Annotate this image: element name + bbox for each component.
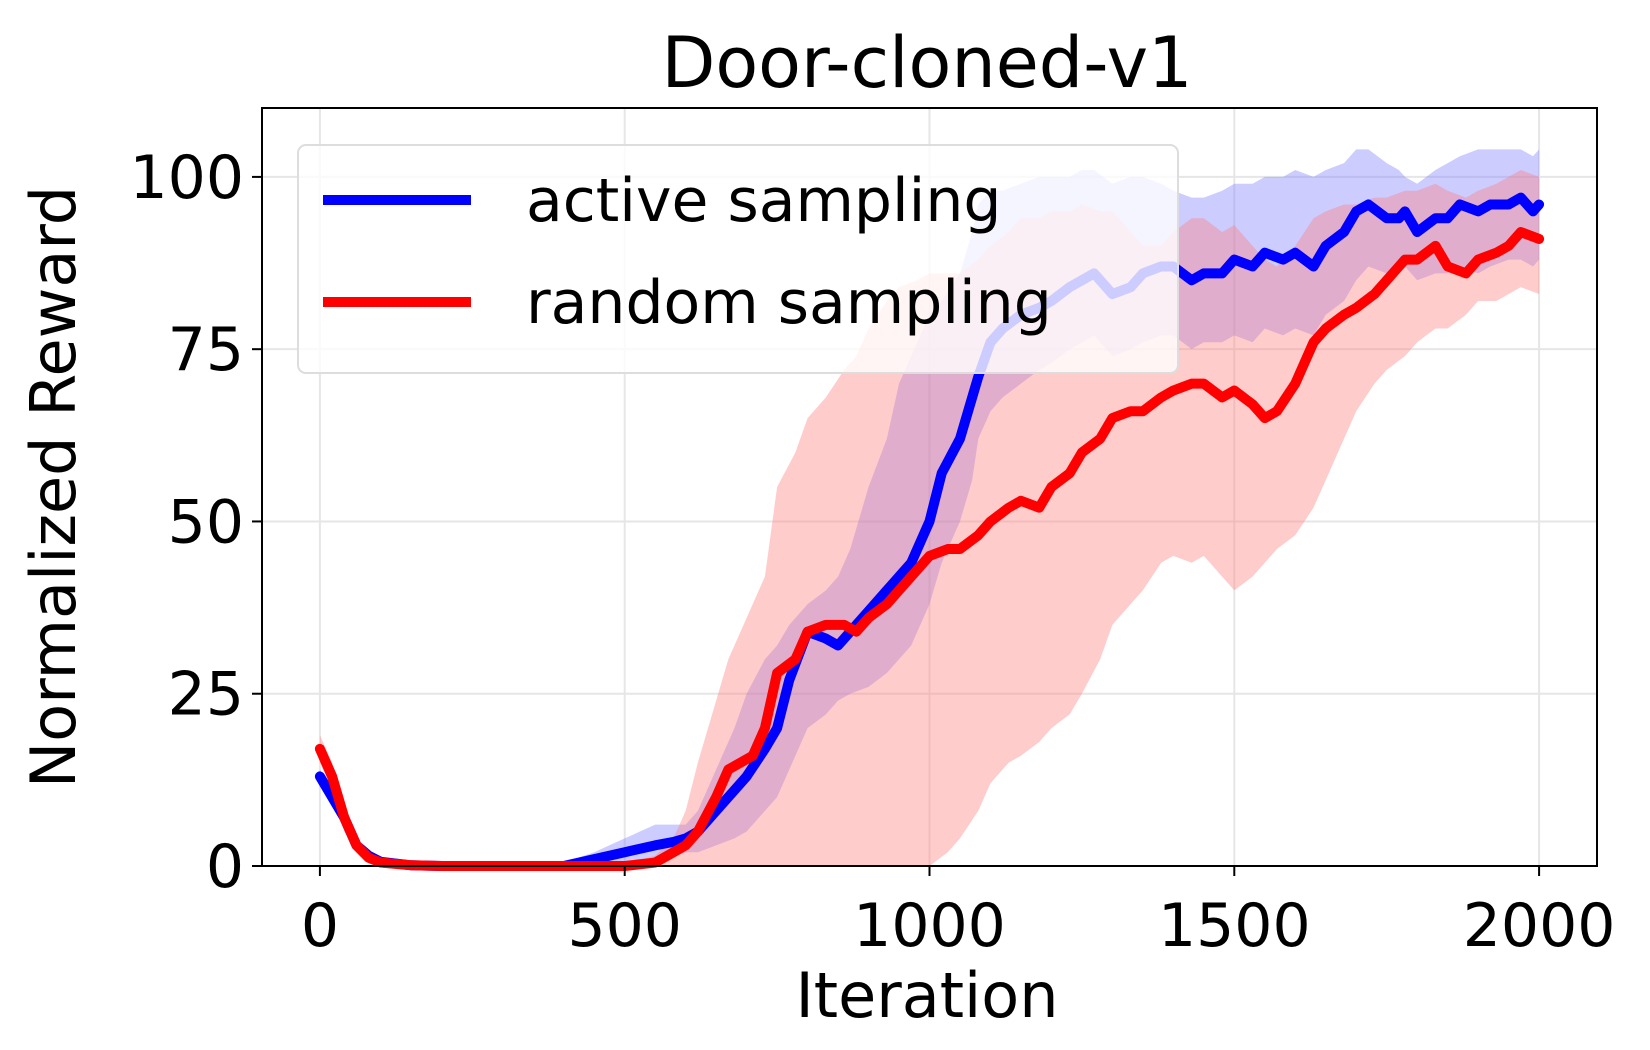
- series-line-1: [314, 227, 1545, 871]
- x-tick-label: 500: [567, 891, 682, 961]
- legend-label-1: random sampling: [526, 268, 1052, 338]
- y-axis-label: Normalized Reward: [17, 186, 90, 788]
- x-tick-label: 0: [301, 891, 339, 961]
- x-tick-label: 2000: [1463, 891, 1616, 961]
- legend-box: [297, 144, 1179, 374]
- y-axis-ticks: 0 25 50 75 100: [129, 143, 262, 902]
- y-tick-label: 25: [168, 660, 244, 730]
- legend-label-0: active sampling: [526, 166, 1001, 236]
- y-tick-label: 100: [129, 143, 244, 213]
- y-tick-label: 50: [168, 487, 244, 557]
- legend: active sampling random sampling: [297, 144, 1179, 374]
- x-axis-ticks: 0 500 1000 1500 2000: [301, 866, 1616, 961]
- y-tick-label: 75: [168, 315, 244, 385]
- chart-title: Door-cloned-v1: [661, 22, 1192, 104]
- x-axis-label: Iteration: [796, 959, 1059, 1032]
- y-tick-label: 0: [206, 832, 244, 902]
- x-tick-label: 1500: [1158, 891, 1311, 961]
- x-tick-label: 1000: [853, 891, 1006, 961]
